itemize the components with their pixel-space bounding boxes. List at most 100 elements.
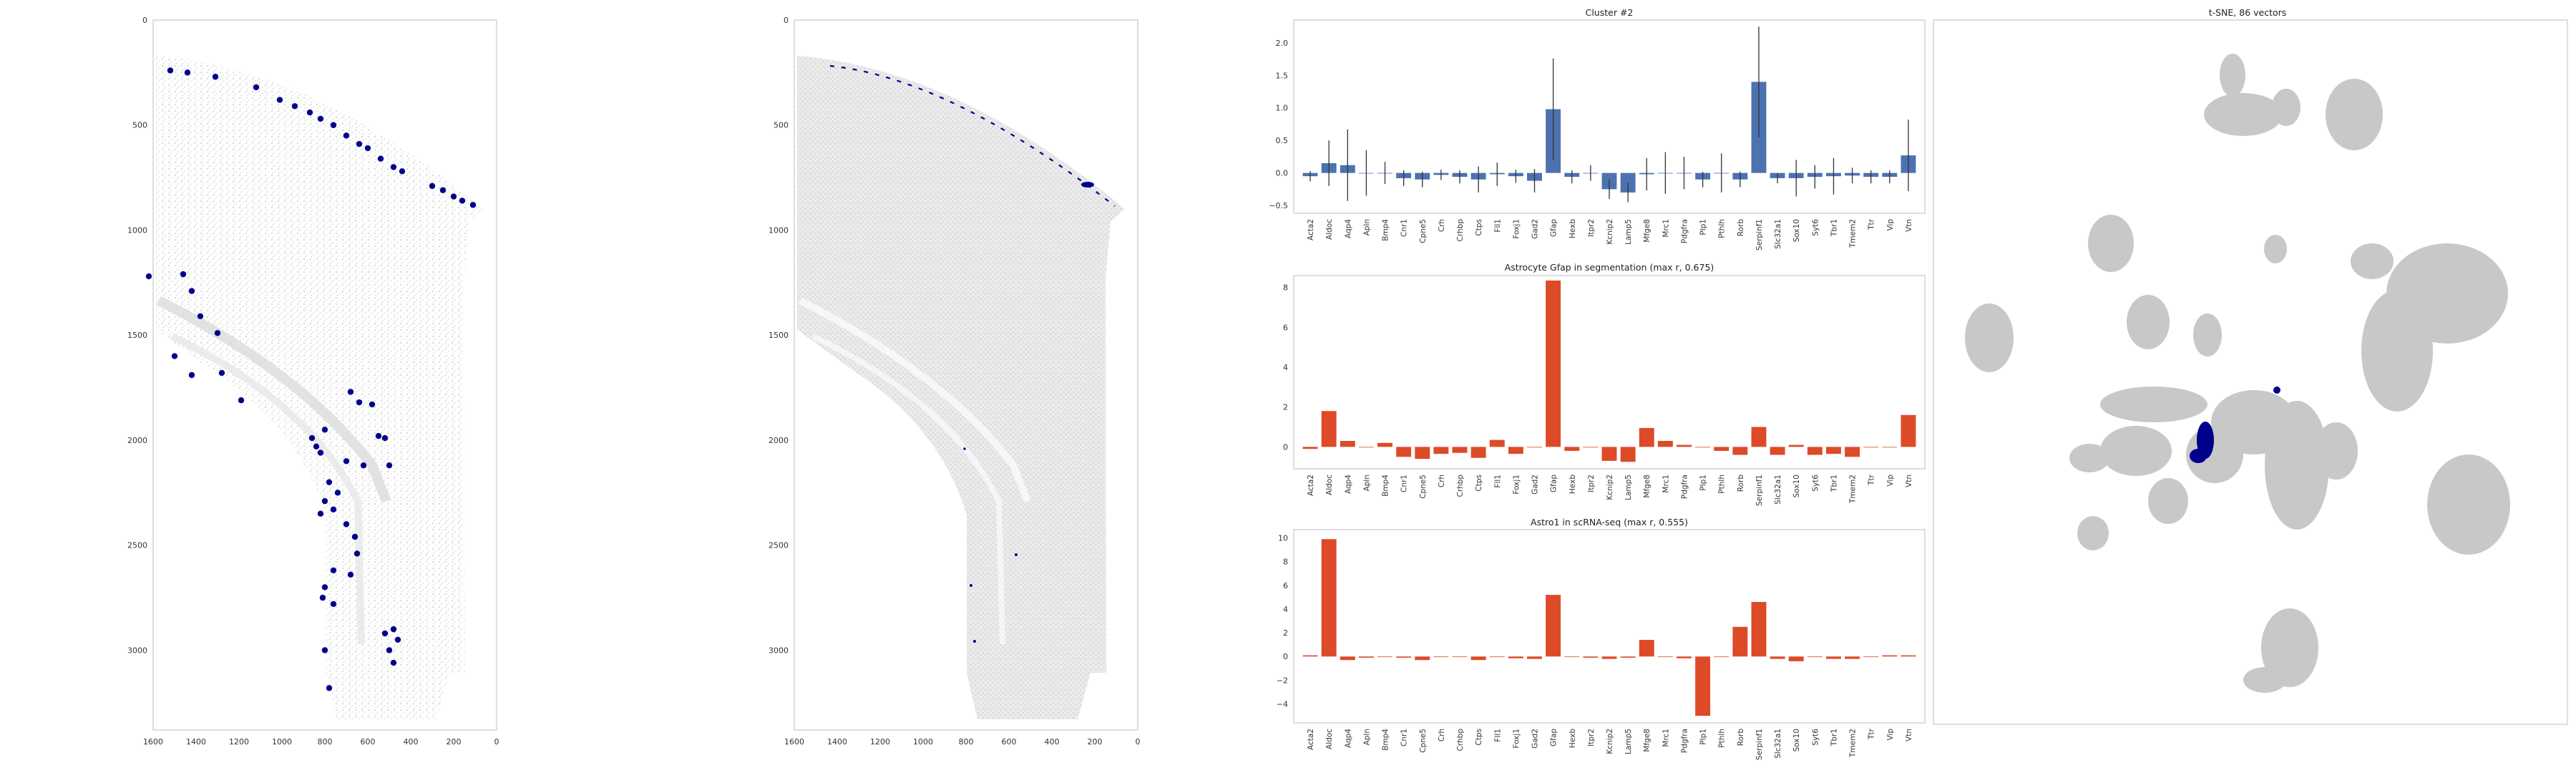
y-tick-label: 2 <box>1283 403 1288 412</box>
gene-tick-label: Tmem2 <box>1849 219 1858 248</box>
tsne-plot: t-SNE, 86 vectors <box>1933 7 2568 725</box>
highlighted-cell-point <box>330 601 337 608</box>
x-tick-label: 1600 <box>784 737 804 747</box>
highlighted-cell-point <box>469 202 477 208</box>
tsne-cluster <box>2100 386 2207 422</box>
gene-tick-label: Acta2 <box>1307 219 1315 240</box>
y-tick-label: 1000 <box>769 225 789 235</box>
bar <box>1845 447 1860 457</box>
bar <box>1452 656 1468 658</box>
chart-title: Astro1 in scRNA-seq (max r, 0.555) <box>1531 517 1688 528</box>
highlighted-cell-point <box>334 490 341 496</box>
gene-tick-label: Syt6 <box>1811 219 1820 236</box>
gene-tick-label: Pthlh <box>1718 475 1727 494</box>
plot-frame <box>1933 19 2568 725</box>
y-tick-label: 2000 <box>127 436 147 445</box>
highlighted-cell-point <box>394 636 401 643</box>
gene-tick-label: Crh <box>1438 729 1446 742</box>
gene-tick-label: Hexb <box>1568 729 1577 748</box>
highlighted-cell-point <box>321 497 328 505</box>
gene-tick-label: Ttr <box>1868 218 1876 230</box>
tsne-highlighted-vectors <box>2190 386 2280 463</box>
x-tick-label: 1400 <box>186 737 206 747</box>
plot-frame <box>794 19 1138 731</box>
tsne-cluster <box>1965 303 2014 372</box>
highlighted-cell-point <box>306 109 313 116</box>
highlighted-cell-point <box>317 449 324 456</box>
gene-tick-label: Cnr1 <box>1400 475 1409 492</box>
bar <box>1770 447 1785 455</box>
highlighted-cell-point <box>317 115 324 122</box>
gene-tick-label: Gfap <box>1550 475 1558 492</box>
gene-tick-label: Plp1 <box>1699 475 1708 491</box>
x-tick-label: 1000 <box>272 737 292 747</box>
y-tick-label: 2000 <box>769 436 789 445</box>
y-tick-label: 8 <box>1283 283 1288 293</box>
gene-tick-label: Ctps <box>1475 729 1483 746</box>
bar <box>1470 656 1486 661</box>
gene-tick-label: Foxj1 <box>1512 475 1521 495</box>
highlighted-cell-point <box>386 462 393 469</box>
gene-tick-label: Kcnip2 <box>1606 729 1614 754</box>
gene-tick-label: Kcnip2 <box>1606 219 1614 245</box>
bar <box>1639 427 1654 447</box>
gene-tick-label: Mrc1 <box>1662 219 1670 238</box>
gene-tick-label: Aldoc <box>1325 729 1334 749</box>
highlighted-cell-point <box>218 369 225 376</box>
gene-tick-label: Gad2 <box>1531 729 1540 749</box>
highlighted-cell-point <box>145 273 152 280</box>
gene-tick-label: Lamp5 <box>1624 475 1633 500</box>
gene-tick-label: Crhbp <box>1456 729 1465 752</box>
highlighted-cell-point <box>253 84 260 91</box>
x-tick-label: 800 <box>318 737 333 747</box>
tsne-cluster <box>2427 454 2510 555</box>
gene-tick-label: Mfge8 <box>1643 475 1652 498</box>
y-tick-label: 1500 <box>127 331 147 340</box>
highlighted-cell-point <box>321 647 328 653</box>
highlighted-cell-point <box>390 164 397 170</box>
gene-tick-label: Plp1 <box>1699 219 1708 235</box>
bar <box>1302 447 1318 449</box>
gene-tick-label: Gad2 <box>1531 475 1540 495</box>
gene-tick-label: Mfge8 <box>1643 219 1652 243</box>
y-tick-label: 3000 <box>127 646 147 655</box>
tsne-highlight-cluster <box>2190 449 2207 463</box>
bar <box>1489 439 1505 447</box>
y-tick-label: 0 <box>1283 652 1288 661</box>
bar <box>1358 656 1374 658</box>
gene-tick-label: Aqp4 <box>1344 475 1352 494</box>
gene-tick-label: Gfap <box>1550 219 1558 237</box>
gene-tick-label: Serpinf1 <box>1755 475 1764 506</box>
highlighted-cell-point <box>330 506 337 513</box>
bar-chart-astrocyte-gfap: Astrocyte Gfap in segmentation (max r, 0… <box>1283 262 1926 506</box>
y-tick-label: −0.5 <box>1269 201 1288 210</box>
gene-tick-label: Kcnip2 <box>1606 475 1614 500</box>
gene-tick-label: Aqp4 <box>1344 729 1352 748</box>
y-tick-label: 0.5 <box>1276 136 1289 145</box>
tsne-cluster <box>2261 608 2318 687</box>
bar <box>1807 447 1823 455</box>
bar <box>1377 442 1392 447</box>
tsne-cluster <box>2315 422 2358 480</box>
tsne-cluster <box>2077 516 2109 550</box>
gene-tick-label: Sox10 <box>1792 475 1801 497</box>
gene-tick-label: Aqp4 <box>1344 219 1352 238</box>
bar <box>1321 411 1337 447</box>
x-tick-label: 1400 <box>827 737 847 747</box>
y-tick-label: 0 <box>142 16 147 25</box>
bar <box>1788 444 1804 447</box>
gene-tick-label: Apln <box>1362 219 1371 235</box>
highlighted-cell-point <box>238 397 245 404</box>
bar <box>1901 414 1916 447</box>
x-tick-label: 0 <box>494 737 499 747</box>
y-tick-label: 3000 <box>769 646 789 655</box>
gene-tick-label: Sox10 <box>1792 219 1801 242</box>
gene-tick-label: Rorb <box>1737 475 1745 492</box>
highlighted-cell-point <box>321 584 328 590</box>
y-tick-label: 1.0 <box>1276 104 1289 113</box>
y-tick-label: 4 <box>1283 605 1288 614</box>
tsne-cluster <box>2326 79 2383 150</box>
highlighted-cell-point <box>390 659 397 666</box>
gene-tick-label: Lamp5 <box>1624 729 1633 754</box>
gene-tick-label: Cnr1 <box>1400 219 1409 237</box>
